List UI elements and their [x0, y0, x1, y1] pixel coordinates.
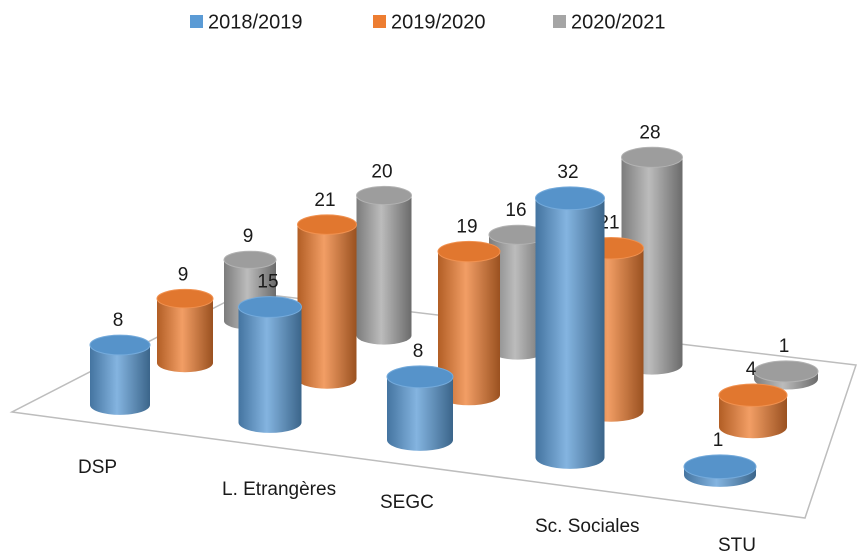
data-label: 28: [639, 122, 660, 143]
x-tick-label: L. Etrangères: [222, 479, 336, 500]
cylinder-top: [156, 288, 214, 309]
cylinder: [297, 224, 357, 389]
cylinder-top: [437, 240, 501, 263]
cylinder-top: [238, 296, 302, 318]
legend-label: 2020/2021: [571, 11, 666, 33]
x-tick-label: STU: [718, 535, 756, 553]
legend-swatch: [373, 15, 386, 28]
data-label: 21: [314, 190, 335, 211]
cylinder-top: [718, 383, 788, 407]
cylinder-top: [621, 146, 683, 168]
x-tick-label: Sc. Sociales: [535, 516, 640, 537]
data-label: 1: [713, 430, 724, 451]
cylinder: [489, 234, 547, 360]
legend-swatch: [553, 15, 566, 28]
data-label: 16: [505, 200, 526, 221]
cylinder: [387, 376, 453, 451]
legend-label: 2018/2019: [208, 11, 303, 33]
cylinder: [90, 345, 150, 415]
cylinder: [438, 251, 500, 406]
cylinder-top: [223, 250, 277, 269]
cylinder: [238, 307, 302, 433]
x-tick-label: SEGC: [380, 492, 434, 513]
data-label: 1: [779, 336, 790, 357]
legend-label: 2019/2020: [391, 11, 486, 33]
data-label: 4: [746, 359, 757, 380]
legend-swatch: [190, 15, 203, 28]
cylinder-top: [89, 334, 151, 356]
cylinder: [535, 198, 605, 469]
legend: 2018/2019 2019/2020 2020/2021: [190, 11, 666, 33]
data-label: 9: [178, 264, 189, 285]
data-label: 20: [371, 161, 392, 182]
x-tick-label: DSP: [78, 457, 117, 478]
data-label: 8: [413, 341, 424, 362]
data-label: 19: [456, 216, 477, 237]
cylinder: [157, 298, 213, 373]
cylinder-top: [386, 365, 454, 389]
data-label: 15: [257, 272, 278, 293]
data-label: 9: [243, 226, 254, 247]
cylinder-top: [297, 214, 357, 235]
cylinder-top: [683, 454, 757, 480]
cylinder: [719, 395, 787, 439]
cylinder-top: [356, 185, 412, 206]
data-label: 32: [557, 162, 578, 183]
cylinder-top: [535, 186, 605, 211]
data-label: 8: [113, 310, 124, 331]
cylinder-top: [753, 360, 819, 383]
cylinder: [356, 195, 412, 345]
